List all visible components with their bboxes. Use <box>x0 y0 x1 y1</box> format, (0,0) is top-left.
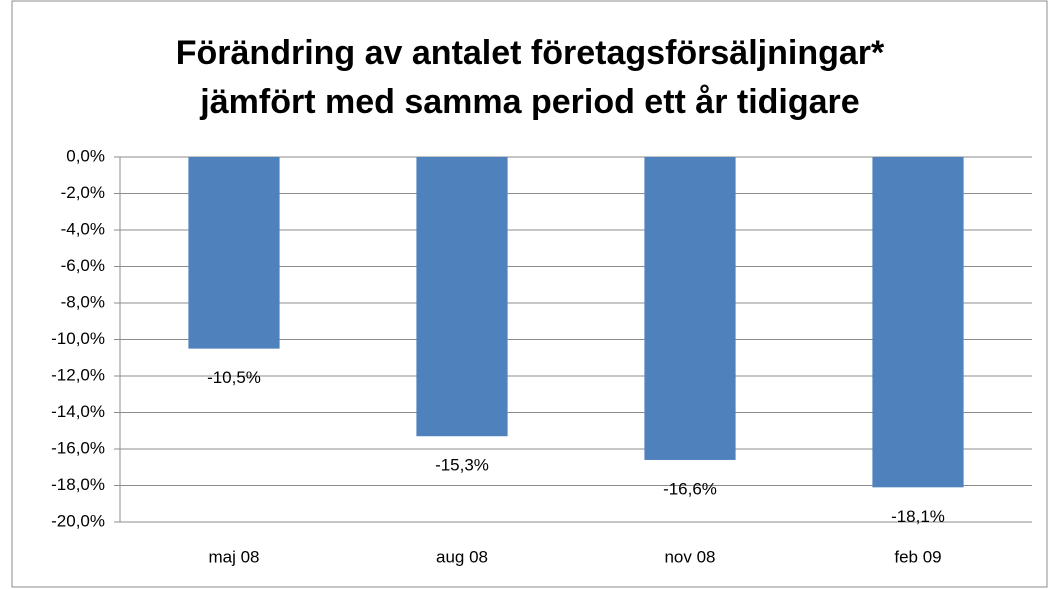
y-tick-label: -6,0% <box>61 256 105 275</box>
y-tick-label: -20,0% <box>51 511 105 530</box>
x-tick-label: maj 08 <box>208 547 259 566</box>
y-tick-label: -18,0% <box>51 475 105 494</box>
y-tick-label: 0,0% <box>66 146 105 165</box>
chart-title: jämfört med samma period ett år tidigare <box>199 83 859 121</box>
bar <box>416 157 508 437</box>
data-label: -16,6% <box>663 479 717 498</box>
y-tick-label: -4,0% <box>61 219 105 238</box>
y-tick-label: -12,0% <box>51 365 105 384</box>
bar <box>872 157 964 488</box>
y-tick-label: -14,0% <box>51 402 105 421</box>
y-tick-label: -10,0% <box>51 329 105 348</box>
y-tick-label: -2,0% <box>61 183 105 202</box>
bar <box>188 157 280 349</box>
data-label: -10,5% <box>207 368 261 387</box>
y-tick-label: -16,0% <box>51 438 105 457</box>
y-tick-label: -8,0% <box>61 292 105 311</box>
chart-title: Förändring av antalet företagsförsäljnin… <box>176 34 885 72</box>
data-label: -18,1% <box>891 507 945 526</box>
x-tick-label: feb 09 <box>894 547 941 566</box>
x-tick-label: aug 08 <box>436 547 488 566</box>
bar <box>644 157 736 460</box>
chart-border <box>11 0 1048 588</box>
x-tick-label: nov 08 <box>664 547 715 566</box>
data-label: -15,3% <box>435 456 489 475</box>
